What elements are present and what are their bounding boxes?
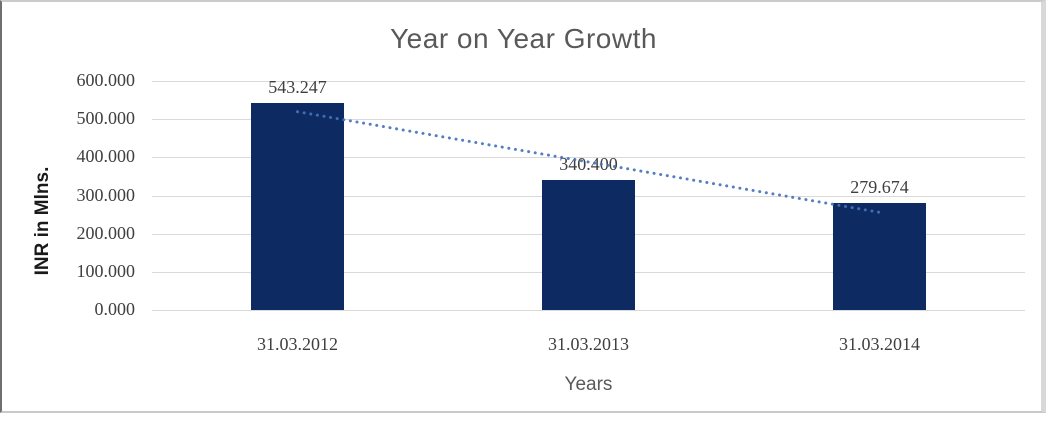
y-tick-label: 600.000 xyxy=(76,70,136,90)
gridline xyxy=(152,310,1025,311)
gridline xyxy=(152,81,1025,82)
x-category-label: 31.03.2013 xyxy=(548,334,629,354)
bar-31.03.2013 xyxy=(542,180,635,310)
x-category-label: 31.03.2012 xyxy=(257,334,338,354)
chart-frame: Year on Year Growth INR in Mlns. Years 0… xyxy=(0,0,1046,413)
data-label: 340.400 xyxy=(559,154,618,175)
plot-area: 0.000 100.000 200.000 300.000 400.000 500.000… xyxy=(2,2,1045,411)
y-tick-label: 300.000 xyxy=(76,184,136,205)
y-tick-label: 100.000 xyxy=(76,260,136,281)
y-tick-label: 400.000 xyxy=(76,146,136,167)
bar-31.03.2012 xyxy=(251,102,344,310)
data-label: 543.247 xyxy=(268,76,327,97)
x-category-label: 31.03.2014 xyxy=(839,334,920,354)
x-axis-title: Years xyxy=(564,374,613,395)
data-label: 279.674 xyxy=(850,177,909,198)
y-tick-label: 200.000 xyxy=(76,222,136,243)
bar-31.03.2014 xyxy=(833,203,926,310)
y-tick-label: 0.000 xyxy=(94,299,136,319)
chart-title: Year on Year Growth xyxy=(390,23,657,54)
y-tick-label: 500.000 xyxy=(76,108,136,129)
